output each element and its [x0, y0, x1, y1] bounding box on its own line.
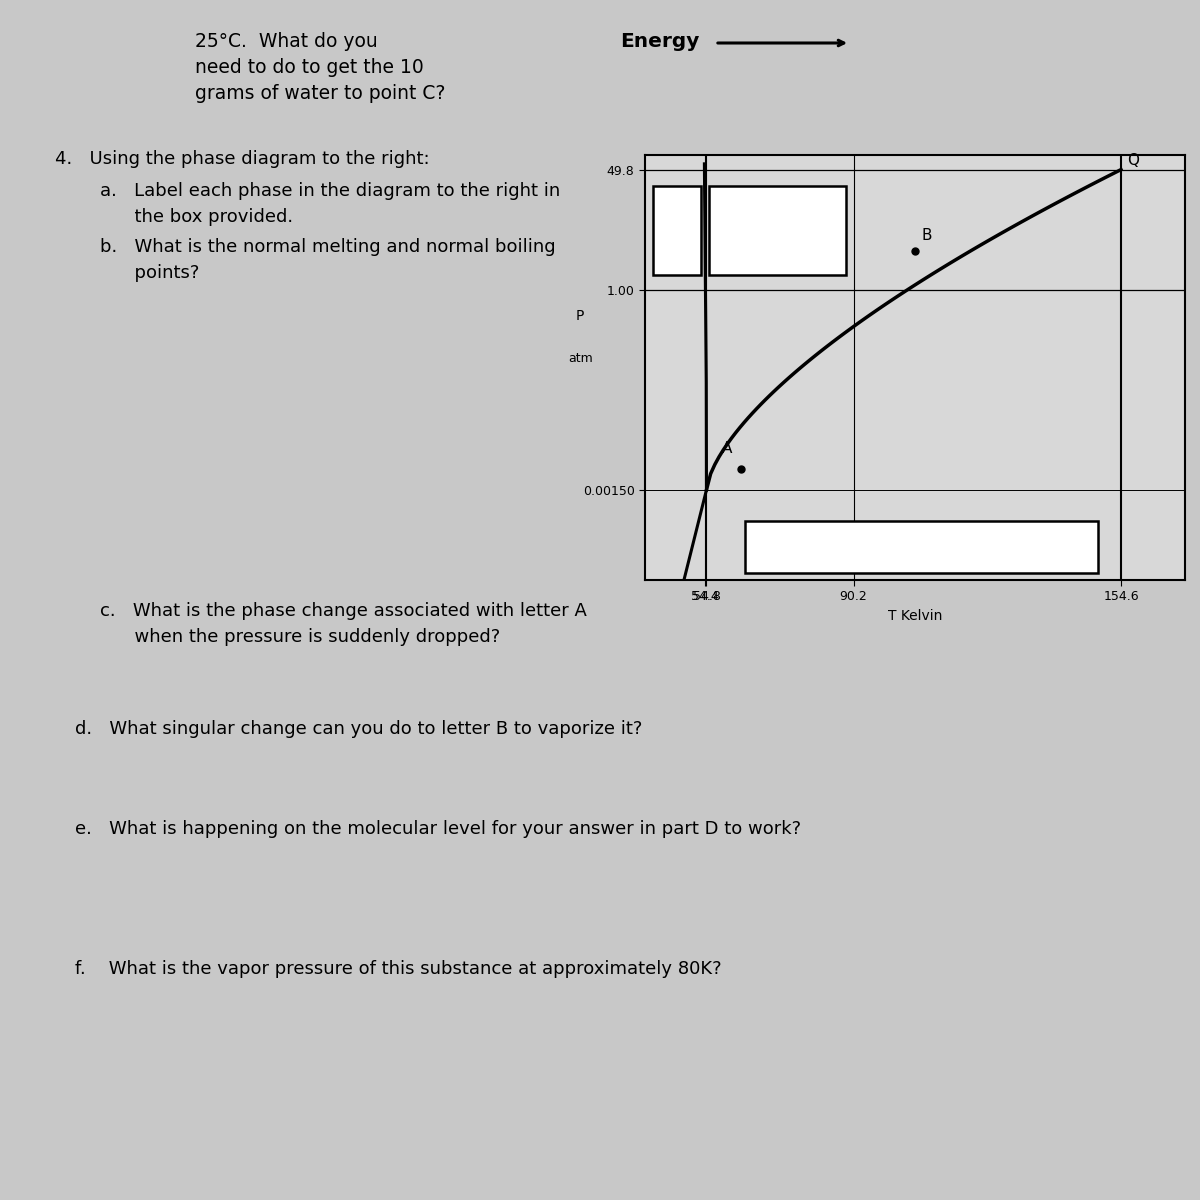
Text: points?: points? [100, 264, 199, 282]
Text: when the pressure is suddenly dropped?: when the pressure is suddenly dropped? [100, 628, 500, 646]
Bar [745, 521, 1098, 574]
Text: e.   What is happening on the molecular level for your answer in part D to work?: e. What is happening on the molecular le… [74, 820, 802, 838]
Text: b.   What is the normal melting and normal boiling: b. What is the normal melting and normal… [100, 238, 556, 256]
Text: Energy: Energy [620, 32, 700, 50]
Bar [709, 186, 846, 275]
Text: d.   What singular change can you do to letter B to vaporize it?: d. What singular change can you do to le… [74, 720, 642, 738]
Bar [653, 186, 701, 275]
Text: f.    What is the vapor pressure of this substance at approximately 80K?: f. What is the vapor pressure of this su… [74, 960, 721, 978]
Text: need to do to get the 10: need to do to get the 10 [194, 58, 424, 77]
Text: A: A [722, 442, 732, 456]
Text: a.   Label each phase in the diagram to the right in: a. Label each phase in the diagram to th… [100, 182, 560, 200]
Text: grams of water to point C?: grams of water to point C? [194, 84, 445, 103]
Text: Q: Q [1127, 154, 1139, 168]
Text: 4.   Using the phase diagram to the right:: 4. Using the phase diagram to the right: [55, 150, 430, 168]
Text: c.   What is the phase change associated with letter A: c. What is the phase change associated w… [100, 602, 587, 620]
X-axis label: T Kelvin: T Kelvin [888, 608, 942, 623]
Text: B: B [922, 228, 931, 244]
Text: 25°C.  What do you: 25°C. What do you [194, 32, 378, 50]
Text: the box provided.: the box provided. [100, 208, 293, 226]
Text: P: P [576, 310, 584, 324]
Text: atm: atm [568, 353, 593, 366]
